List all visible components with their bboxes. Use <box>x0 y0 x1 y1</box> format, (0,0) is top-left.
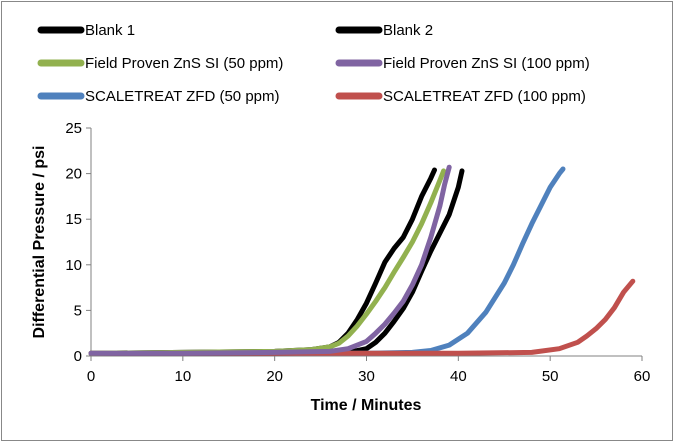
x-tick-label: 30 <box>358 368 375 385</box>
series-line-scaletreat-zfd-50-ppm <box>88 166 566 356</box>
legend-label-blank-1: Blank 1 <box>85 22 135 39</box>
y-tick-label: 15 <box>65 211 82 228</box>
x-tick-label: 50 <box>542 368 559 385</box>
legend-label-scaletreat-zfd-50-ppm: SCALETREAT ZFD (50 ppm) <box>85 88 280 105</box>
x-tick-label: 40 <box>450 368 467 385</box>
y-tick-label: 10 <box>65 257 82 274</box>
series-layer <box>88 164 636 356</box>
legend-label-field-proven-zns-si-100-ppm: Field Proven ZnS SI (100 ppm) <box>383 55 590 72</box>
y-ticks: 0 5 10 15 20 25 <box>65 120 91 365</box>
legend-label-blank-2: Blank 2 <box>383 22 433 39</box>
y-axis-title: Differential Pressure / psi <box>31 146 48 339</box>
axes <box>90 128 642 357</box>
y-tick-label: 20 <box>65 166 82 183</box>
y-tick-label: 0 <box>74 348 82 365</box>
legend: Blank 1 Blank 2 Field Proven ZnS SI (50 pp… <box>37 22 590 105</box>
x-tick-label: 10 <box>174 368 191 385</box>
legend-label-scaletreat-zfd-100-ppm: SCALETREAT ZFD (100 ppm) <box>383 88 586 105</box>
x-tick-label: 20 <box>266 368 283 385</box>
x-tick-label: 0 <box>87 368 95 385</box>
legend-label-field-proven-zns-si-50-ppm: Field Proven ZnS SI (50 ppm) <box>85 55 283 72</box>
series-line-blank-2 <box>88 168 465 356</box>
series-line-field-proven-zns-si-100-ppm <box>88 164 452 356</box>
y-tick-label: 5 <box>74 302 82 319</box>
x-axis-title: Time / Minutes <box>311 397 422 414</box>
y-tick-label: 25 <box>65 120 82 137</box>
x-tick-label: 60 <box>634 368 651 385</box>
x-ticks: 0 10 20 30 40 50 60 <box>87 356 651 385</box>
